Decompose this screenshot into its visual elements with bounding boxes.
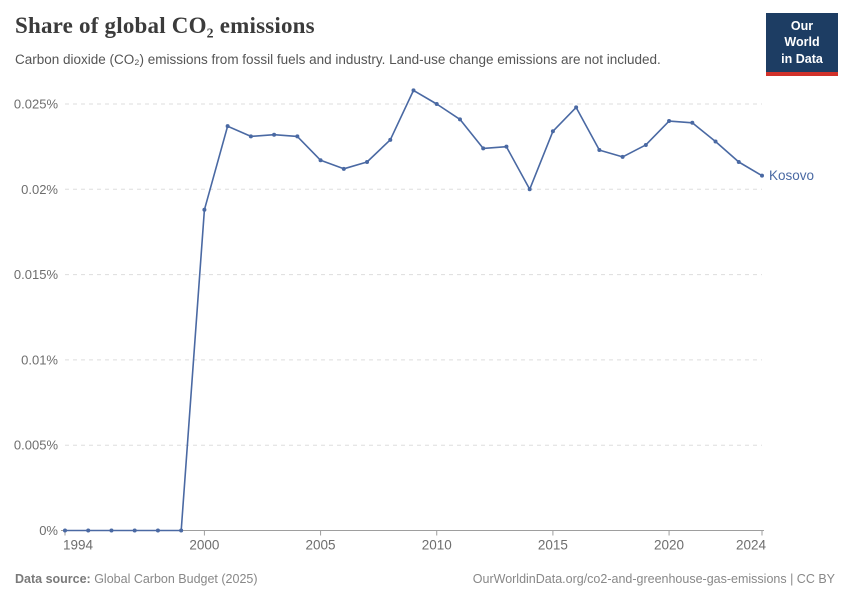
data-point (597, 148, 602, 153)
chart-subtitle: Carbon dioxide (CO₂) emissions from foss… (15, 52, 661, 67)
data-point (318, 158, 323, 163)
data-point (341, 166, 346, 171)
data-point (550, 129, 555, 134)
x-tick-label: 2010 (422, 538, 452, 553)
data-point (365, 160, 370, 165)
x-tick-label: 1994 (63, 538, 94, 553)
data-point (202, 207, 207, 212)
data-point (179, 528, 184, 533)
data-point (248, 134, 253, 139)
data-source-label: Data source: (15, 572, 91, 586)
data-point (504, 144, 509, 149)
x-tick-label: 2000 (189, 538, 219, 553)
data-point (225, 124, 230, 129)
x-tick-label: 2024 (736, 538, 767, 553)
data-point (434, 102, 439, 106)
owid-logo-line1: Our World (784, 19, 820, 50)
data-point (760, 173, 764, 178)
data-point (457, 117, 462, 122)
data-point (736, 160, 741, 165)
x-tick-label: 2015 (538, 538, 568, 553)
page-title: Share of global CO₂ emissions (15, 13, 315, 38)
data-point (86, 528, 91, 533)
owid-logo[interactable]: Our World in Data (766, 13, 838, 76)
owid-logo-line2: in Data (781, 51, 823, 66)
data-point (643, 142, 648, 147)
y-tick-label: 0.005% (14, 438, 59, 453)
data-point (388, 137, 393, 142)
chart-footer: Data source: Global Carbon Budget (2025)… (15, 572, 835, 586)
data-source-value: Global Carbon Budget (2025) (90, 572, 258, 586)
data-point (620, 154, 625, 159)
data-point (667, 119, 672, 124)
data-point (295, 134, 300, 139)
y-tick-label: 0.02% (21, 182, 58, 197)
data-line (64, 89, 763, 532)
data-point (63, 528, 67, 533)
data-point (481, 146, 486, 151)
attribution: OurWorldinData.org/co2-and-greenhouse-ga… (472, 572, 835, 586)
y-tick-label: 0.025% (14, 97, 59, 112)
data-point (713, 139, 718, 144)
x-tick-label: 2005 (306, 538, 336, 553)
series-label-kosovo[interactable]: Kosovo (769, 168, 814, 183)
data-point (411, 88, 416, 93)
data-point (272, 132, 277, 137)
data-point (527, 187, 532, 192)
data-point (109, 528, 114, 533)
data-point (574, 105, 579, 110)
y-tick-label: 0.015% (14, 267, 59, 282)
line-chart[interactable]: 0% 0.005% 0.01% 0.015% 0.02% 0.025% 1994 2000 20… (0, 80, 850, 560)
y-tick-label: 0.01% (21, 352, 58, 367)
chart-area[interactable]: 0% 0.005% 0.01% 0.015% 0.02% 0.025% 1994 2000 20… (0, 80, 850, 560)
data-point (155, 528, 160, 533)
data-source: Data source: Global Carbon Budget (2025) (15, 572, 258, 586)
data-point (690, 120, 695, 125)
data-point (132, 528, 137, 533)
x-tick-label: 2020 (654, 538, 684, 553)
y-tick-label: 0% (39, 523, 58, 538)
